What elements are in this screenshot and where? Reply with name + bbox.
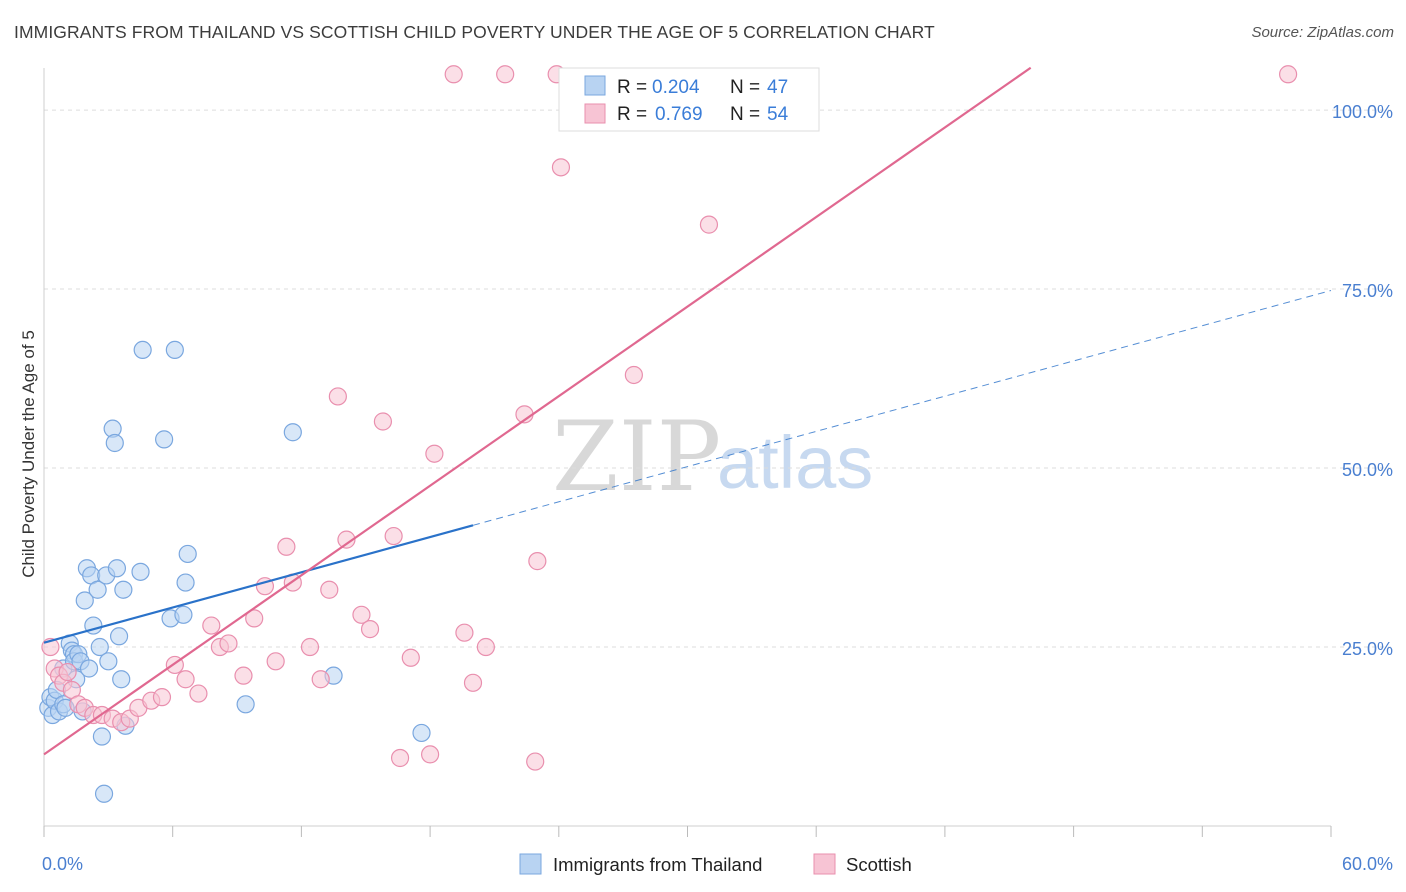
bottom-legend-swatch-thailand <box>519 853 542 875</box>
data-point <box>463 673 483 692</box>
data-point <box>245 609 264 628</box>
trendline-thailand <box>43 524 474 644</box>
data-point <box>337 530 356 549</box>
legend-n-label-scottish: N = <box>730 104 760 125</box>
legend-n-value-scottish: 54 <box>767 104 789 125</box>
series-immigrants-from-thailand <box>39 340 431 803</box>
data-point <box>174 605 193 624</box>
series-scottish <box>41 65 1298 771</box>
data-point <box>189 684 208 703</box>
data-point <box>266 652 285 671</box>
legend-n-label-thailand: N = <box>730 77 760 98</box>
series-legend: Immigrants from Thailand Scottish <box>519 853 912 875</box>
data-point <box>75 591 94 610</box>
legend-r-label-thailand: R = <box>617 77 647 98</box>
data-point <box>528 552 547 571</box>
x-tick-label-max: 60.0% <box>1342 854 1393 874</box>
data-point <box>176 670 195 689</box>
data-point <box>390 748 410 768</box>
data-point <box>496 65 515 84</box>
data-point <box>92 727 112 746</box>
y-tick-labels: 25.0% 50.0% 75.0% 100.0% <box>1332 102 1393 659</box>
data-point <box>219 634 238 653</box>
data-point <box>202 616 221 635</box>
x-tick-marks <box>43 826 1332 837</box>
data-point <box>444 65 463 84</box>
legend-swatch-scottish <box>584 103 606 124</box>
data-point <box>152 688 172 707</box>
data-point <box>1278 65 1298 84</box>
gridlines <box>44 109 1391 648</box>
data-point <box>90 637 109 657</box>
data-point <box>236 695 255 714</box>
data-point <box>384 526 403 546</box>
legend-r-label-scottish: R = <box>617 104 647 125</box>
trend-lines <box>43 66 1332 756</box>
data-point <box>300 637 320 657</box>
data-point <box>114 580 133 599</box>
data-point <box>165 340 184 360</box>
data-point <box>412 723 431 743</box>
data-point <box>155 430 174 449</box>
legend-r-value-thailand: 0.204 <box>652 77 700 98</box>
data-point <box>624 365 643 385</box>
chart-source: Source: ZipAtlas.com <box>1251 24 1394 41</box>
data-point <box>234 666 253 685</box>
watermark-atlas: atlas <box>717 421 873 504</box>
x-tick-label-min: 0.0% <box>42 854 83 874</box>
data-point <box>58 662 77 682</box>
trendline-scottish <box>43 66 1032 756</box>
y-tick-label: 100.0% <box>1332 102 1393 122</box>
y-tick-label: 50.0% <box>1342 460 1393 480</box>
legend-swatch-thailand <box>584 75 606 96</box>
data-point <box>79 659 99 678</box>
data-point <box>526 752 545 771</box>
data-point <box>425 444 444 463</box>
data-point <box>373 412 393 431</box>
data-point <box>699 215 719 234</box>
data-point <box>176 573 195 592</box>
bottom-legend-label-thailand: Immigrants from Thailand <box>553 854 762 875</box>
data-point <box>277 537 296 556</box>
y-axis-title: Child Poverty Under the Age of 5 <box>19 330 38 578</box>
data-point <box>94 784 114 803</box>
data-point <box>311 670 330 689</box>
y-tick-label: 25.0% <box>1342 639 1393 659</box>
data-point <box>131 562 150 581</box>
data-point <box>421 745 440 764</box>
legend-r-value-scottish: 0.769 <box>655 104 703 125</box>
data-point <box>401 648 420 667</box>
bottom-legend-label-scottish: Scottish <box>846 854 912 875</box>
data-point <box>283 423 302 442</box>
trendline-thailand-extension <box>472 290 1332 526</box>
data-point <box>105 433 124 453</box>
data-point <box>99 652 118 671</box>
data-point <box>133 340 152 360</box>
data-point <box>360 620 380 639</box>
stats-legend: R = 0.204 N = 47 R = 0.769 N = 54 <box>558 67 820 132</box>
data-point <box>88 580 107 599</box>
data-point <box>320 580 339 599</box>
data-point <box>112 670 131 689</box>
watermark-zip: ZIP <box>552 401 721 513</box>
data-point <box>328 387 347 406</box>
data-point <box>476 637 495 657</box>
data-point <box>107 559 127 578</box>
data-point <box>178 544 197 564</box>
data-point <box>551 158 571 177</box>
data-point <box>352 605 371 624</box>
legend-n-value-thailand: 47 <box>767 77 788 98</box>
data-point <box>455 623 474 642</box>
bottom-legend-swatch-scottish <box>813 853 836 875</box>
data-point <box>109 627 129 646</box>
y-tick-label: 75.0% <box>1342 281 1393 301</box>
chart-title: IMMIGRANTS FROM THAILAND VS SCOTTISH CHI… <box>14 22 935 42</box>
